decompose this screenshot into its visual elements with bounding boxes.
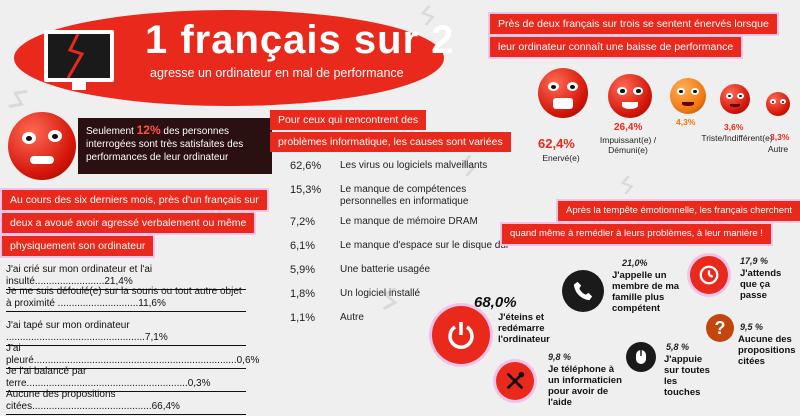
remedy-pct-none: 9,5 % bbox=[740, 322, 764, 332]
cause-item: 5,9% Une batterie usagée bbox=[290, 264, 520, 288]
cause-pct: 1,1% bbox=[290, 312, 316, 324]
feeling-pct-enerve: 62,4% bbox=[538, 136, 575, 151]
remedy-pct-keys: 5,8 % bbox=[666, 342, 690, 352]
remedy-pct-technician: 9,8 % bbox=[548, 352, 572, 362]
remedy-pct-wait: 17,9 % bbox=[740, 256, 769, 266]
cause-item: 6,1% Le manque d'espace sur le disque dur bbox=[290, 240, 520, 264]
cause-item: 62,6% Les virus ou logiciels malveillants bbox=[290, 160, 520, 184]
feeling-pct-triste: 3,6% bbox=[724, 122, 744, 132]
sad-face-icon bbox=[720, 84, 750, 114]
remedy-label-family: J'appelle un membre de ma famille plus c… bbox=[612, 270, 680, 314]
causes-list: 62,6% Les virus ou logiciels malveillants… bbox=[290, 160, 520, 336]
aggression-row: Aucune des propositions citées..........… bbox=[6, 389, 246, 415]
remedy-label-keys: J'appuie sur toutes les touches bbox=[664, 354, 710, 398]
feeling-pct-autre: 3,3% bbox=[770, 132, 790, 142]
lightning-bolt-icon: ϟ bbox=[615, 168, 639, 202]
remedy-label-restart: J'éteins et redémarre l'ordinateur bbox=[498, 312, 550, 345]
power-button-icon bbox=[432, 306, 490, 364]
cause-label: Le manque de compétences personnelles en… bbox=[340, 184, 469, 207]
remedies-heading-1: Après la tempête émotionnelle, les franç… bbox=[558, 201, 800, 221]
feeling-label-triste: Triste/Indifférent(e) bbox=[701, 133, 773, 143]
feeling-pct-impuissant: 26,4% bbox=[614, 122, 643, 133]
cause-label: Les virus ou logiciels malveillants bbox=[340, 160, 488, 171]
remedy-pct-restart: 68,0% bbox=[474, 294, 517, 311]
feeling-label-enerve: Enervé(e) bbox=[542, 153, 580, 163]
question-mark-icon: ? bbox=[706, 314, 734, 342]
cause-label: Une batterie usagée bbox=[340, 264, 431, 275]
angry-face-icon bbox=[8, 112, 76, 180]
cause-pct: 1,8% bbox=[290, 288, 316, 300]
other-face-icon bbox=[766, 92, 790, 116]
cause-item: 1,1% Autre bbox=[290, 312, 520, 336]
page-subtitle: agresse un ordinateur en mal de performa… bbox=[150, 66, 404, 80]
cause-pct: 6,1% bbox=[290, 240, 316, 252]
intro-prefix: Seulement bbox=[86, 126, 137, 137]
lightning-bolt-icon: ϟ bbox=[0, 81, 39, 117]
phone-icon bbox=[562, 270, 604, 312]
cause-pct: 62,6% bbox=[290, 160, 322, 172]
aggression-row: J'ai crié sur mon ordinateur et l'ai ins… bbox=[6, 264, 246, 290]
feeling-label-impuissant: Impuissant(e) / Démuni(e) bbox=[599, 135, 657, 155]
helpless-face-icon bbox=[608, 74, 652, 118]
clock-icon bbox=[690, 256, 728, 294]
cause-label: Un logiciel installé bbox=[340, 288, 421, 299]
cause-label: Autre bbox=[340, 312, 364, 323]
aggression-row: J'ai tapé sur mon ordinateur ...........… bbox=[6, 320, 246, 346]
remedy-label-technician: Je téléphone à un informaticien pour avo… bbox=[548, 364, 622, 408]
cause-pct: 7,2% bbox=[290, 216, 316, 228]
feeling-pct-4: 4,3% bbox=[676, 117, 696, 127]
cause-pct: 5,9% bbox=[290, 264, 316, 276]
cause-item: 1,8% Un logiciel installé bbox=[290, 288, 520, 312]
remedy-label-wait: J'attends que ça passe bbox=[740, 268, 782, 301]
cause-label: Le manque d'espace sur le disque dur bbox=[340, 240, 510, 251]
enraged-face-icon bbox=[538, 68, 588, 118]
causes-heading-2: problèmes informatique, les causes sont … bbox=[270, 132, 511, 152]
cause-label: Le manque de mémoire DRAM bbox=[340, 216, 478, 227]
intro-suffix: des personnes interrogées sont très sati… bbox=[86, 126, 244, 163]
mouse-icon bbox=[626, 342, 656, 372]
remedy-label-none: Aucune des propositions citées bbox=[738, 334, 796, 367]
remedies-heading-2: quand même à remédier à leurs problèmes,… bbox=[502, 224, 771, 244]
causes-heading-1: Pour ceux qui rencontrent des bbox=[270, 110, 427, 130]
aggression-heading-3: physiquement son ordinateur bbox=[2, 236, 154, 256]
page-title: 1 français sur 2 bbox=[145, 18, 455, 62]
aggression-heading-2: deux a avoué avoir agressé verbalement o… bbox=[2, 213, 255, 233]
cause-item: 7,2% Le manque de mémoire DRAM bbox=[290, 216, 520, 240]
monitor-stand bbox=[72, 82, 86, 90]
aggression-heading-1: Au cours des six derniers mois, près d'u… bbox=[2, 190, 267, 210]
feelings-heading-2: leur ordinateur connaît une baisse de pe… bbox=[490, 37, 742, 57]
worried-face-icon bbox=[670, 78, 706, 114]
intro-highlight: 12% bbox=[136, 123, 161, 137]
aggression-row: J'ai pleuré.............................… bbox=[6, 343, 259, 369]
feelings-heading-1: Près de deux français sur trois se sente… bbox=[490, 14, 777, 34]
feeling-label-autre: Autre bbox=[767, 144, 789, 154]
tools-icon bbox=[496, 362, 534, 400]
cause-item: 15,3% Le manque de compétences personnell… bbox=[290, 184, 520, 216]
cause-pct: 15,3% bbox=[290, 184, 322, 196]
satisfaction-callout: Seulement 12% des personnes interrogées … bbox=[78, 118, 272, 174]
broken-monitor-icon bbox=[44, 30, 114, 82]
aggression-row: Je l'ai balancé par terre...............… bbox=[6, 366, 246, 392]
remedy-pct-family: 21,0% bbox=[622, 258, 648, 268]
aggression-row: Je me suis défoulé(e) sur la souris ou t… bbox=[6, 286, 246, 312]
